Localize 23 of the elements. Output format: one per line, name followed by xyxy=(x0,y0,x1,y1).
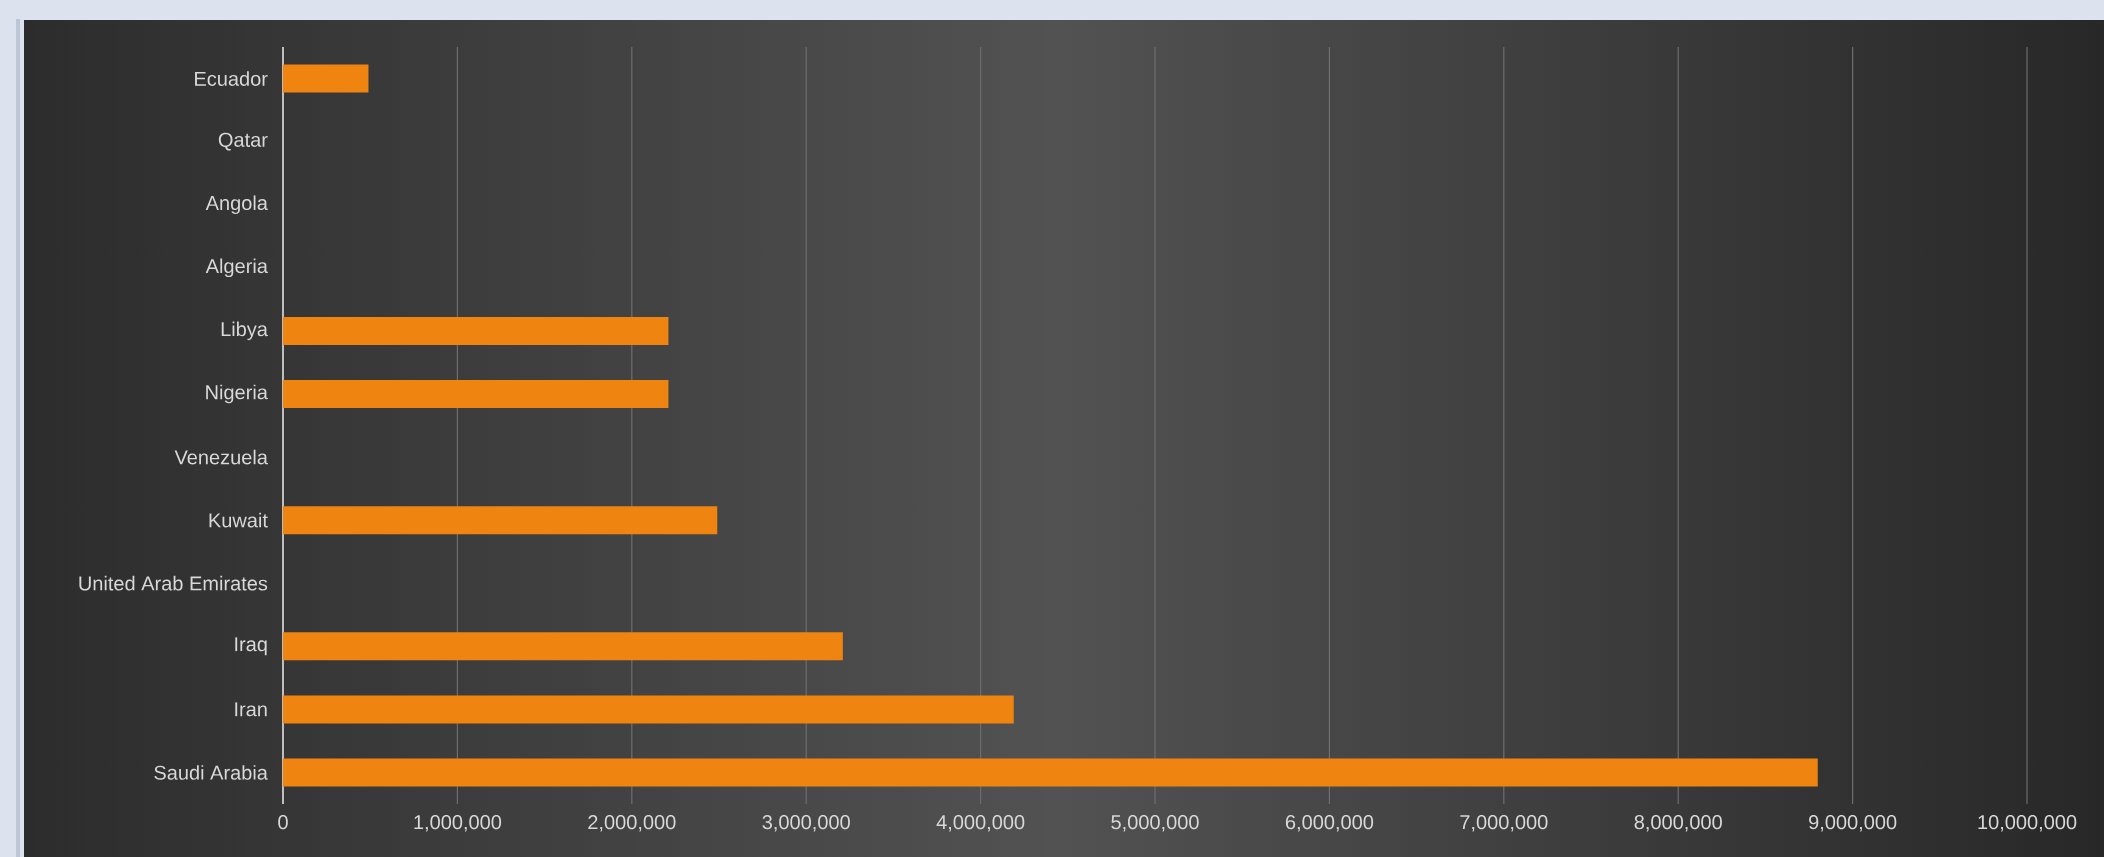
x-tick-label: 6,000,000 xyxy=(1285,815,1374,832)
x-tick-label: 7,000,000 xyxy=(1460,815,1548,832)
y-tick-label: Ecuador xyxy=(195,71,268,86)
y-tick-label: Iran xyxy=(235,702,267,717)
x-tick-label: 4,000,000 xyxy=(936,815,1025,832)
y-tick-label: Venezuela xyxy=(174,449,268,465)
y-tick-label: United Arab Emirates xyxy=(79,575,268,591)
x-tick-label: 1,000,000 xyxy=(414,815,502,832)
y-tick-label: Kuwait xyxy=(209,512,268,528)
y-tick-label: Saudi Arabia xyxy=(154,765,268,780)
x-tick-label: 3,000,000 xyxy=(762,815,850,832)
x-tick-label: 10,000,000 xyxy=(1978,815,2077,832)
x-tick-label: 5,000,000 xyxy=(1111,815,1199,832)
x-tick-label: 9,000,000 xyxy=(1809,815,1897,832)
y-tick-label: Algeria xyxy=(205,258,268,278)
x-tick-label: 0 xyxy=(278,815,288,830)
y-tick-label: Nigeria xyxy=(206,384,268,404)
y-tick-label: Iraq xyxy=(235,637,267,656)
y-tick-label: Qatar xyxy=(218,132,268,151)
x-tick-label: 2,000,000 xyxy=(588,815,676,832)
x-tick-label: 8,000,000 xyxy=(1634,815,1722,832)
y-tick-label: Angola xyxy=(205,195,268,215)
y-tick-label: Libya xyxy=(221,321,268,341)
